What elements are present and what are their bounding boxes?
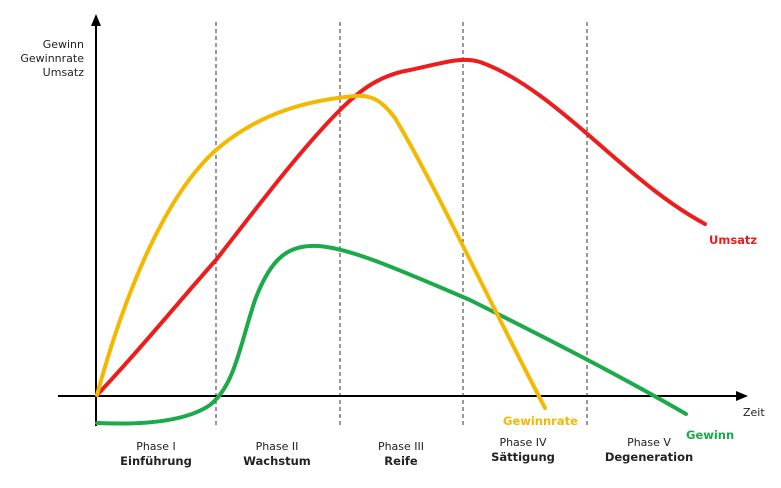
phase-3-name: Reife <box>384 454 418 468</box>
y-axis-label-gewinnrate: Gewinnrate <box>20 52 84 65</box>
gewinnrate-label: Gewinnrate <box>503 414 578 428</box>
phase-4: Phase IV Sättigung <box>463 436 583 464</box>
phase-2-number: Phase II <box>255 440 299 453</box>
umsatz-curve <box>95 57 707 397</box>
umsatz-label: Umsatz <box>709 233 758 247</box>
phase-3: Phase III Reife <box>341 440 461 468</box>
phase-5: Phase V Degeneration <box>589 436 709 464</box>
phase-5-number: Phase V <box>627 436 671 449</box>
y-axis-label-gewinn: Gewinn <box>42 38 84 51</box>
y-axis-label-umsatz: Umsatz <box>42 66 84 79</box>
gewinnrate-curve <box>95 93 547 410</box>
gewinn-curve <box>95 243 688 426</box>
phase-4-name: Sättigung <box>491 450 555 464</box>
phase-1: Phase I Einführung <box>96 440 216 468</box>
phase-1-name: Einführung <box>120 454 192 468</box>
gewinn-label: Gewinn <box>686 428 735 442</box>
x-axis-arrow-icon <box>736 391 748 401</box>
y-axis-arrow-icon <box>91 14 101 26</box>
x-axis-label-zeit: Zeit <box>743 406 765 419</box>
phase-5-name: Degeneration <box>604 450 694 464</box>
phase-3-number: Phase III <box>377 440 425 453</box>
phase-4-number: Phase IV <box>499 436 547 449</box>
phase-1-number: Phase I <box>136 440 176 453</box>
phase-2-name: Wachstum <box>243 454 311 468</box>
phase-2: Phase II Wachstum <box>217 440 337 468</box>
